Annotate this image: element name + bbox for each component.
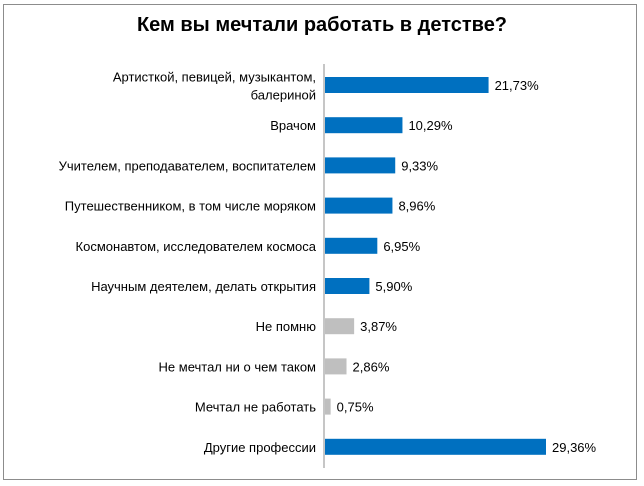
data-label: 5,90% (375, 279, 412, 294)
category-label: Врачом (270, 118, 316, 133)
category-label: Путешественником, в том числе моряком (65, 199, 316, 214)
bar (325, 438, 546, 455)
data-label: 10,29% (408, 118, 453, 133)
category-label: Мечтал не работать (195, 400, 316, 415)
data-label: 9,33% (401, 158, 438, 173)
category-label: Артисткой, певицей, музыкантом, (113, 70, 316, 85)
category-label: Учителем, преподавателем, воспитателем (59, 158, 316, 173)
bar (325, 157, 396, 174)
data-label: 21,73% (495, 78, 540, 93)
data-label: 2,86% (353, 359, 390, 374)
bar (325, 117, 403, 134)
data-label: 6,95% (383, 239, 420, 254)
category-label: Другие профессии (204, 440, 316, 455)
bar (325, 237, 378, 254)
category-label: балериной (251, 88, 316, 103)
data-label: 29,36% (552, 440, 597, 455)
bar (325, 318, 355, 335)
category-label: Космонавтом, исследователем космоса (76, 239, 317, 254)
bar (325, 197, 393, 214)
data-label: 0,75% (337, 400, 374, 415)
data-label: 3,87% (360, 319, 397, 334)
category-label: Не мечтал ни о чем таком (159, 359, 317, 374)
bar (325, 398, 331, 415)
chart-frame (3, 4, 637, 480)
bar (325, 358, 347, 375)
data-label: 8,96% (398, 199, 435, 214)
category-label: Не помню (256, 319, 317, 334)
bar (325, 77, 489, 93)
bar (325, 278, 370, 294)
category-label: Научным деятелем, делать открытия (91, 279, 316, 294)
chart-title: Кем вы мечтали работать в детстве? (136, 14, 508, 36)
